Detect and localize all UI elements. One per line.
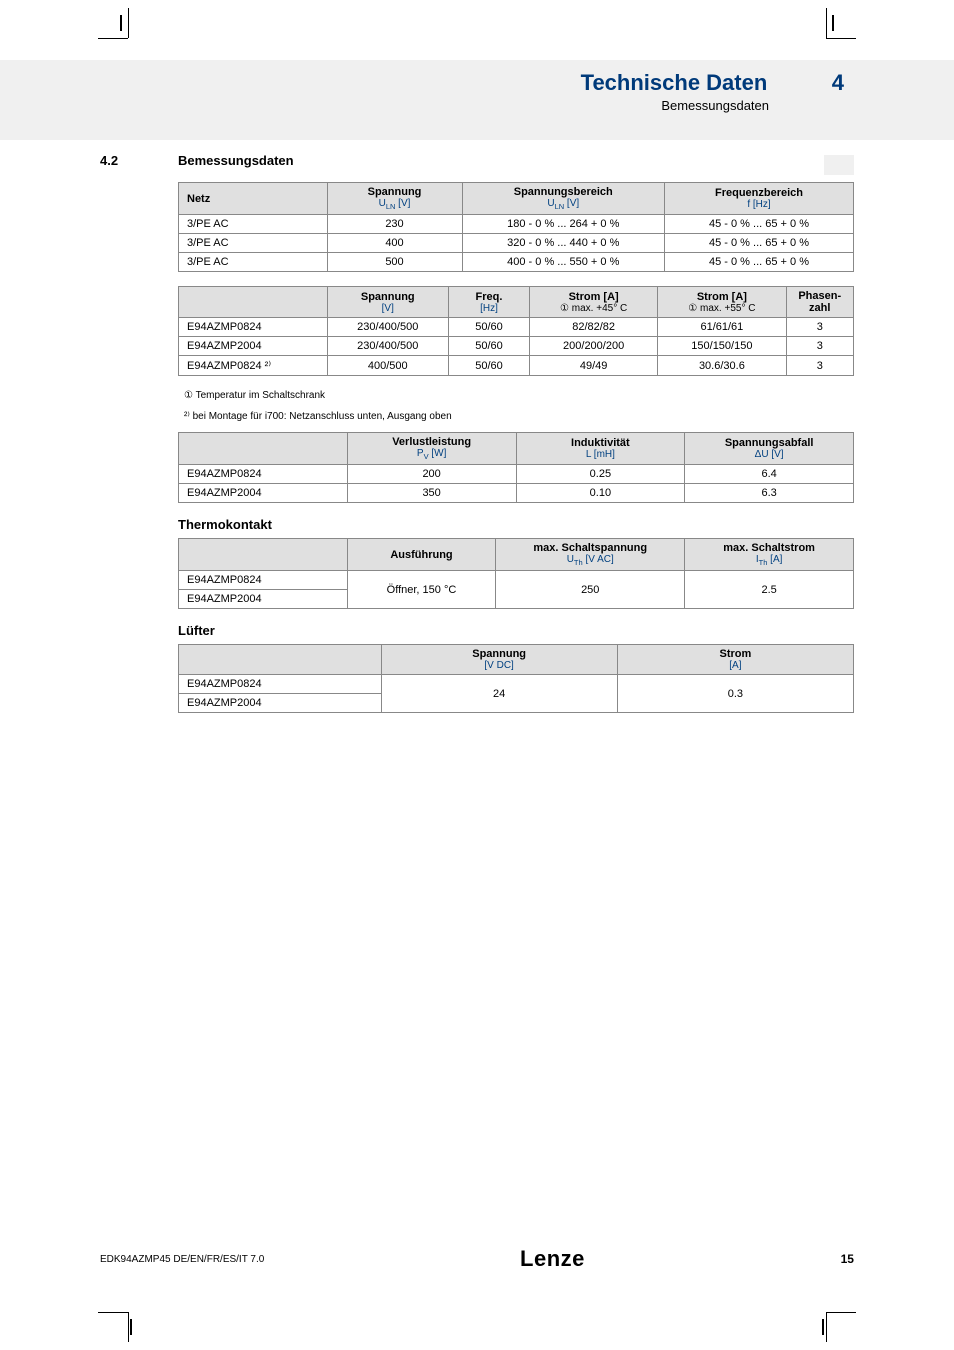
note-1: ① Temperatur im Schaltschrank (184, 390, 854, 401)
t5-h2: Strom (719, 648, 751, 660)
fan-table: Spannung[V DC] Strom[A] E94AZMP0824 24 0… (178, 644, 854, 713)
table-row: 3/PE AC400320 - 0 % ... 440 + 0 %45 - 0 … (179, 234, 854, 253)
loss-table: VerlustleistungPV [W] InduktivitätL [mH]… (178, 432, 854, 503)
thermo-table: Ausführung max. SchaltspannungUTh [V AC]… (178, 538, 854, 609)
t3-h3: Spannungsabfall (725, 437, 814, 449)
thermo-heading: Thermokontakt (178, 517, 854, 532)
side-band (824, 155, 854, 175)
t4-h3: max. Schaltstrom (723, 542, 815, 554)
t3-h2: Induktivität (571, 437, 630, 449)
page-footer: EDK94AZMP45 DE/EN/FR/ES/IT 7.0 Lenze 15 (100, 1246, 854, 1272)
t4-h2: max. Schaltspannung (533, 542, 647, 554)
t2-h3: Strom [A] (569, 291, 619, 303)
table-row: E94AZMP0824 ²⁾400/50050/6049/4930.6/30.6… (179, 356, 854, 376)
t3-h1: Verlustleistung (392, 436, 471, 448)
t1-h1: Spannung (368, 186, 422, 198)
t2-h5: Phasen-zahl (798, 290, 841, 314)
footer-docref: EDK94AZMP45 DE/EN/FR/ES/IT 7.0 (100, 1254, 264, 1265)
header-subtitle: Bemessungsdaten (581, 98, 769, 113)
table-row: E94AZMP2004230/400/50050/60200/200/20015… (179, 337, 854, 356)
footer-logo: Lenze (520, 1246, 585, 1272)
note-2: ²⁾ bei Montage für i700: Netzanschluss u… (184, 411, 854, 422)
fan-heading: Lüfter (178, 623, 854, 638)
page-header: Technische Daten 4 Bemessungsdaten (100, 60, 854, 123)
table-row: 3/PE AC230180 - 0 % ... 264 + 0 %45 - 0 … (179, 215, 854, 234)
t4-h1: Ausführung (390, 549, 452, 561)
table-row: 3/PE AC500400 - 0 % ... 550 + 0 %45 - 0 … (179, 253, 854, 272)
table-row: E94AZMP0824230/400/50050/6082/82/8261/61… (179, 318, 854, 337)
t2-h4: Strom [A] (697, 291, 747, 303)
table-row: E94AZMP20043500.106.3 (179, 484, 854, 503)
t2-h2: Freq. (476, 291, 503, 303)
header-chapter: 4 (832, 70, 844, 96)
section-title: Bemessungsdaten (178, 153, 294, 168)
table-row: E94AZMP0824 24 0.3 (179, 675, 854, 694)
t1-h2: Spannungsbereich (514, 186, 613, 198)
table-row: E94AZMP08242000.256.4 (179, 465, 854, 484)
t2-h1: Spannung (361, 291, 415, 303)
mains-table: Netz SpannungULN [V] SpannungsbereichULN… (178, 182, 854, 272)
t5-h1: Spannung (472, 648, 526, 660)
section-number: 4.2 (100, 153, 178, 168)
header-title: Technische Daten (581, 70, 768, 96)
t1-h0: Netz (187, 193, 210, 205)
t1-h3: Frequenzbereich (715, 187, 803, 199)
footer-page-number: 15 (841, 1252, 854, 1266)
table-row: E94AZMP0824 Öffner, 150 °C 250 2.5 (179, 571, 854, 590)
device-current-table: Spannung[V] Freq.[Hz] Strom [A]① max. +4… (178, 286, 854, 376)
